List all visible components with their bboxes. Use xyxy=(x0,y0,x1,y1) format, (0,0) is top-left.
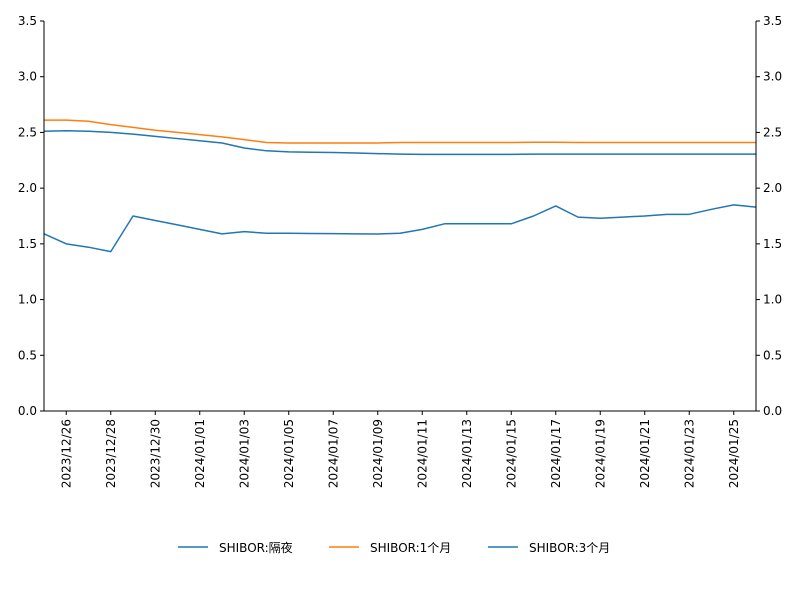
y-tick-label-right: 0.0 xyxy=(763,404,782,418)
x-tick-label: 2023/12/28 xyxy=(104,419,118,488)
series-line-1 xyxy=(44,119,756,144)
x-tick-label: 2024/01/05 xyxy=(282,419,296,488)
y-tick-label-left: 2.5 xyxy=(18,125,37,139)
series-line-2 xyxy=(43,130,756,156)
y-tick-label-right: 3.5 xyxy=(763,14,782,28)
y-tick-label-left: 3.5 xyxy=(18,14,37,28)
x-tick-label: 2024/01/01 xyxy=(193,419,207,488)
x-tick-label: 2023/12/26 xyxy=(59,419,73,488)
series-line-0 xyxy=(43,204,757,253)
y-tick-label-left: 1.5 xyxy=(18,237,37,251)
legend-label-1: SHIBOR:1个月 xyxy=(370,541,451,555)
legend-label-2: SHIBOR:3个月 xyxy=(529,541,610,555)
y-tick-label-right: 3.0 xyxy=(763,70,782,84)
y-tick-label-left: 1.0 xyxy=(18,293,37,307)
series-layer xyxy=(43,119,757,253)
y-tick-label-right: 0.5 xyxy=(763,348,782,362)
x-tick-label: 2024/01/09 xyxy=(371,419,385,488)
x-tick-label: 2024/01/03 xyxy=(237,419,251,488)
x-tick-label: 2024/01/23 xyxy=(682,419,696,488)
y-tick-label-right: 2.5 xyxy=(763,125,782,139)
x-tick-label: 2023/12/30 xyxy=(148,419,162,488)
x-tick-label: 2024/01/13 xyxy=(460,419,474,488)
y-tick-label-right: 1.0 xyxy=(763,293,782,307)
y-tick-label-left: 0.0 xyxy=(18,404,37,418)
y-tick-label-left: 2.0 xyxy=(18,181,37,195)
x-tick-label: 2024/01/17 xyxy=(549,419,563,488)
x-tick-label: 2024/01/21 xyxy=(638,419,652,488)
y-tick-label-right: 1.5 xyxy=(763,237,782,251)
x-tick-label: 2024/01/19 xyxy=(593,419,607,488)
x-tick-label: 2024/01/15 xyxy=(504,419,518,488)
x-tick-label: 2024/01/11 xyxy=(415,419,429,488)
y-tick-label-left: 3.0 xyxy=(18,70,37,84)
legend: SHIBOR:隔夜 SHIBOR:1个月 SHIBOR:3个月 xyxy=(178,540,610,555)
y-tick-label-left: 0.5 xyxy=(18,348,37,362)
x-tick-label: 2024/01/07 xyxy=(326,419,340,488)
y-tick-label-right: 2.0 xyxy=(763,181,782,195)
legend-label-0: SHIBOR:隔夜 xyxy=(219,540,293,555)
x-tick-label: 2024/01/25 xyxy=(727,419,741,488)
axes-layer: 0.0 0.0 0.5 0.5 1.0 1.0 1.5 1.5 2.0 2.0 2.5 2.5 3.0 3… xyxy=(18,14,782,488)
